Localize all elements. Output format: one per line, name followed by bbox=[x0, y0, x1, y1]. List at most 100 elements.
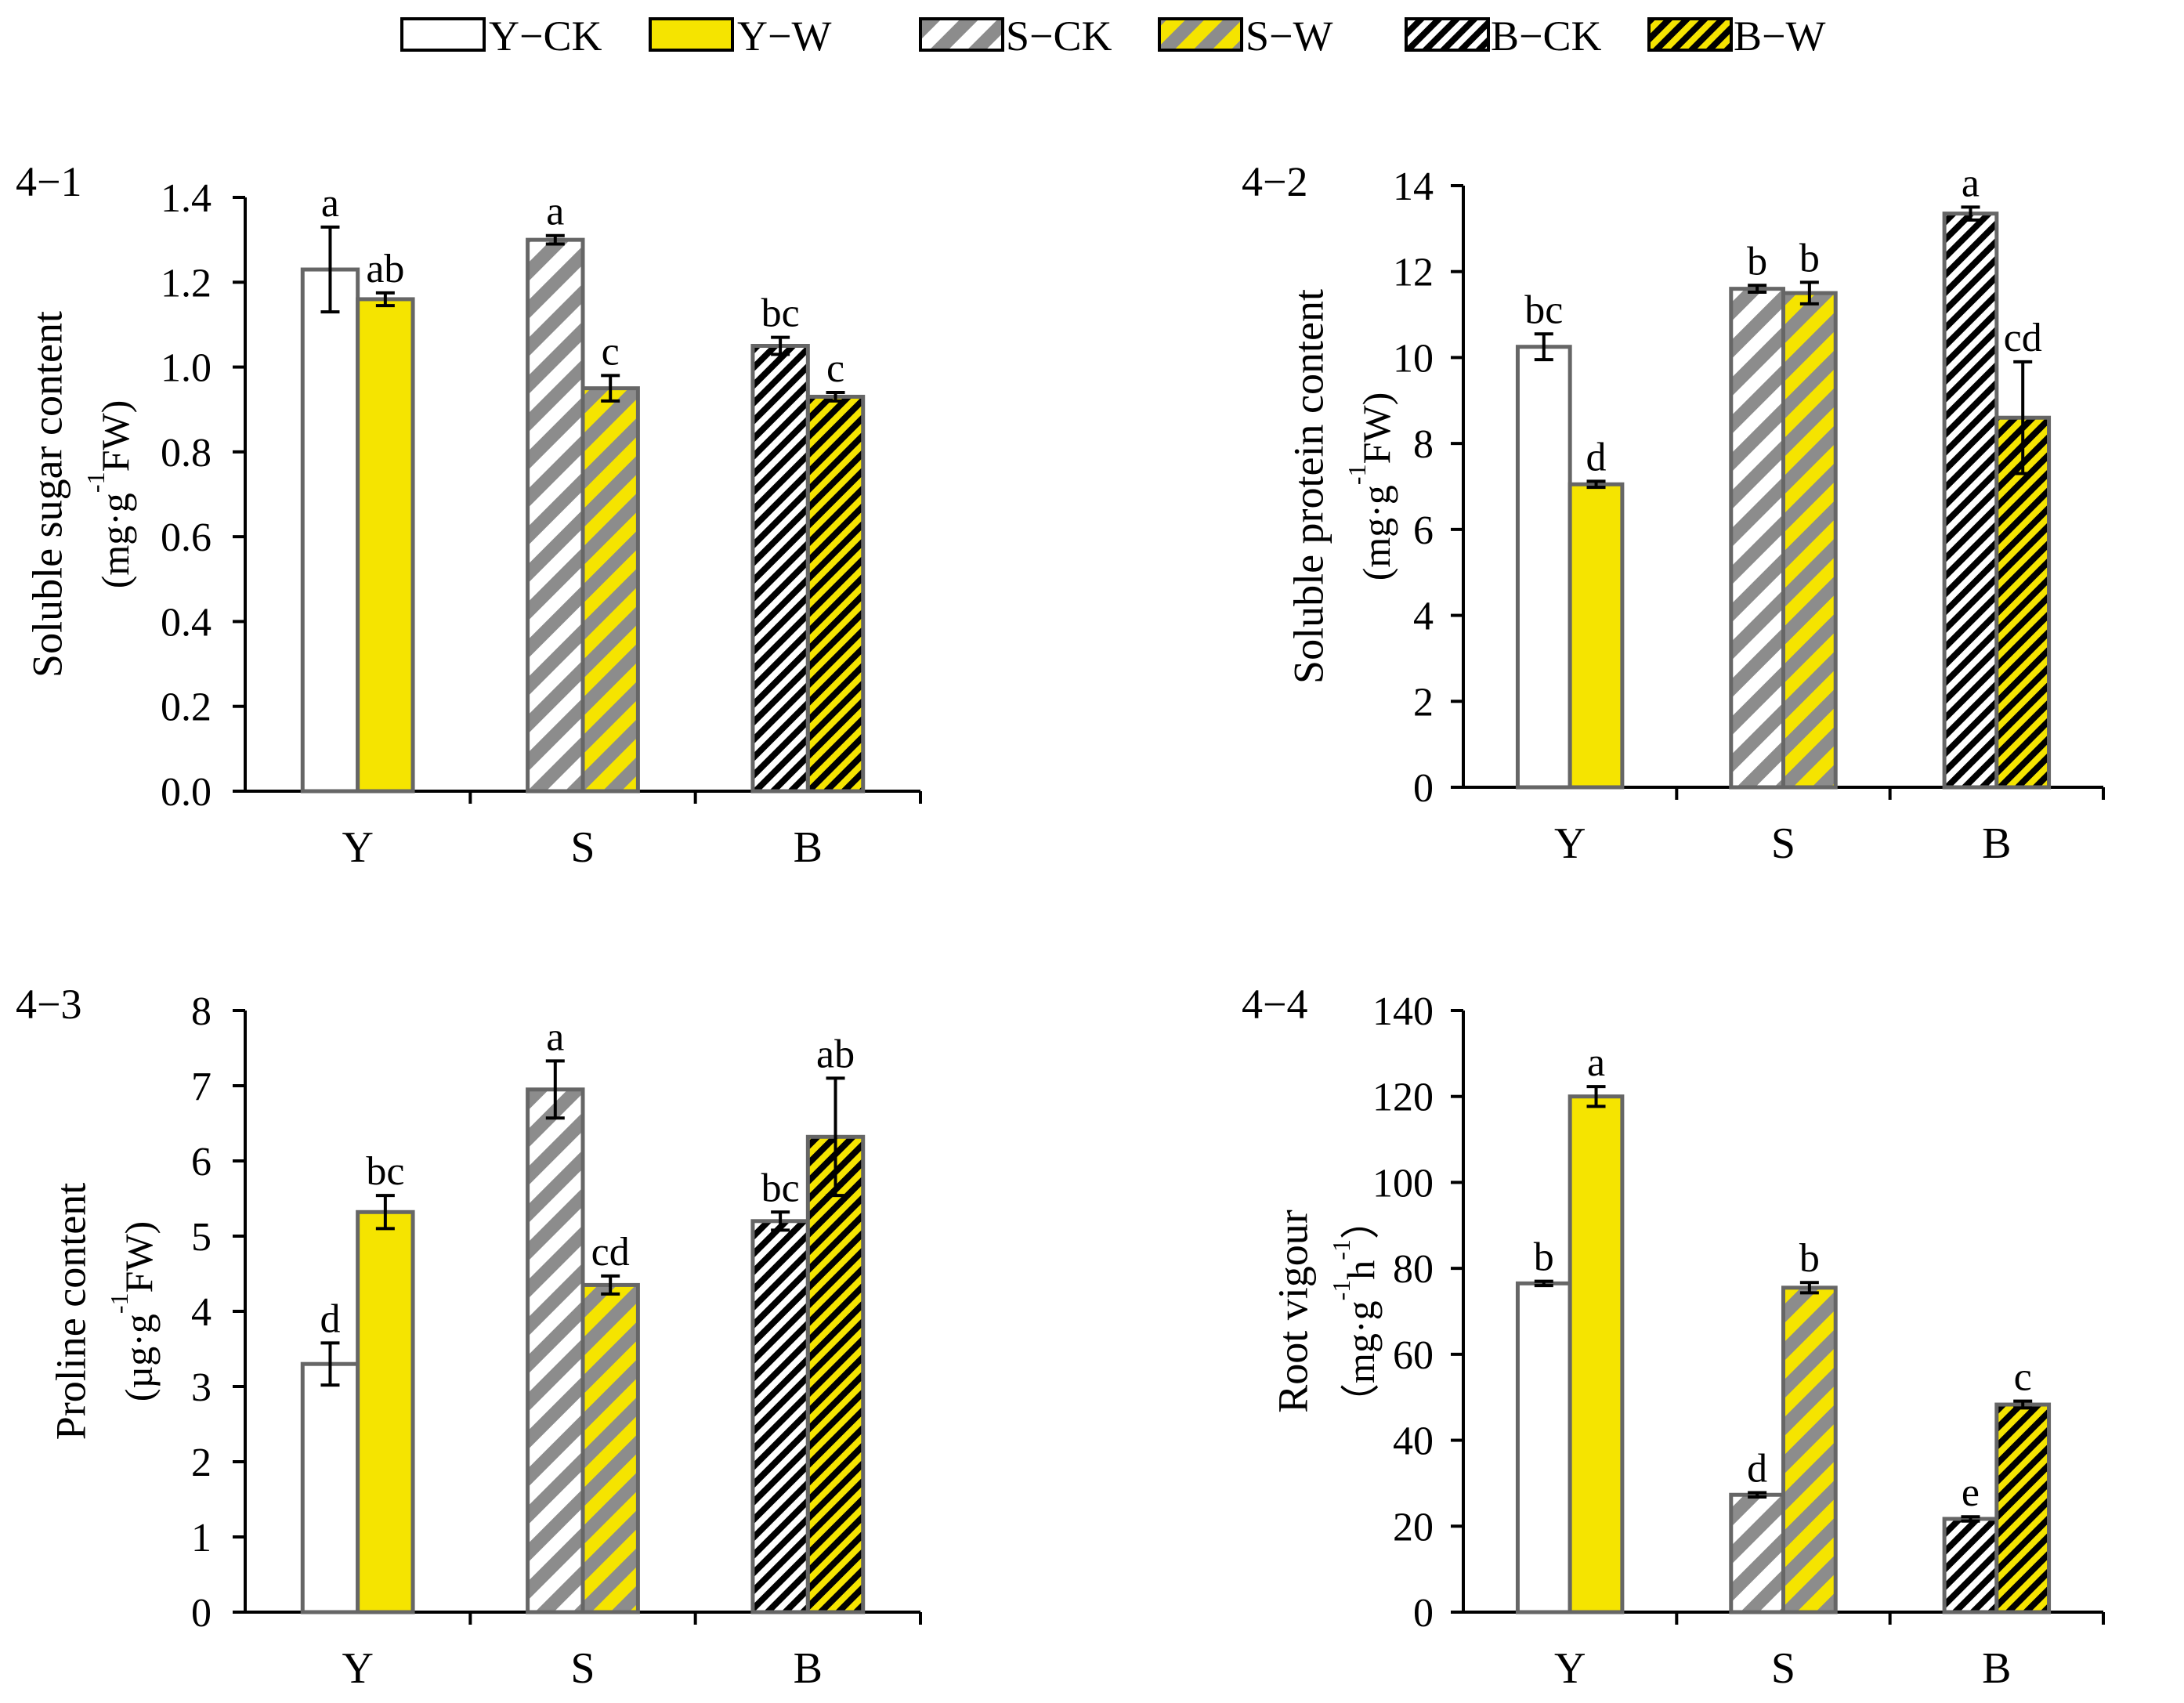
bar-b-w bbox=[1994, 415, 2052, 790]
y-tick-label: 14 bbox=[1393, 165, 1434, 209]
legend-entry-s-ck: S−CK bbox=[919, 13, 1112, 60]
y-tick-label: 60 bbox=[1393, 1333, 1434, 1378]
y-axis-unit: （mg·g-1h-1） bbox=[1327, 1200, 1383, 1423]
significance-letter: d bbox=[1586, 435, 1607, 479]
y-tick-label: 0.6 bbox=[161, 515, 212, 560]
panel-proline: 4−3 Proline content (µg·g-1FW) 0 1 2 3 4 5 6 7 8 Yd b… bbox=[16, 981, 922, 1693]
bar-y-ck bbox=[1515, 345, 1572, 790]
x-tick-label: S bbox=[1771, 819, 1795, 868]
y-tick-label: 140 bbox=[1372, 989, 1434, 1034]
y-tick-label: 0.4 bbox=[161, 600, 212, 645]
significance-letter: c bbox=[602, 329, 620, 374]
bar-b-ck bbox=[750, 1219, 810, 1614]
bar-s-w bbox=[580, 1282, 640, 1614]
x-tick-label: B bbox=[794, 823, 823, 872]
y-axis-title: Proline content bbox=[47, 1183, 94, 1440]
panel-label: 4−1 bbox=[16, 158, 81, 205]
bar-b-ck bbox=[750, 344, 810, 794]
panel-soluble-sugar: 4−1 Soluble sugar content (mg·g-1FW) 0.0 0.2… bbox=[16, 158, 922, 872]
legend-swatch-b-ck bbox=[1405, 17, 1490, 52]
y-tick-label: 2 bbox=[191, 1441, 212, 1485]
bar-b-w bbox=[805, 1134, 866, 1614]
bar-s-w bbox=[1781, 291, 1838, 790]
y-tick-label: 1.0 bbox=[161, 346, 212, 391]
y-tick-label: 120 bbox=[1372, 1076, 1434, 1120]
bar-y-ck bbox=[1515, 1281, 1572, 1614]
significance-letter: a bbox=[1962, 161, 1980, 205]
y-tick-label: 3 bbox=[191, 1365, 212, 1410]
bar-y-w bbox=[1567, 1094, 1625, 1614]
significance-letter: cd bbox=[2004, 316, 2042, 360]
significance-letter: bc bbox=[761, 291, 800, 336]
y-axis-title: Root vigour bbox=[1269, 1209, 1316, 1413]
y-tick-label: 8 bbox=[1413, 422, 1434, 467]
legend-entry-y-ck: Y−CK bbox=[400, 13, 602, 60]
y-tick-label: 8 bbox=[191, 989, 212, 1034]
y-tick-label: 1 bbox=[191, 1516, 212, 1560]
x-tick-label: S bbox=[570, 823, 595, 872]
significance-letter: e bbox=[1962, 1470, 1980, 1515]
legend-label-b-ck: B−CK bbox=[1491, 13, 1602, 60]
significance-letter: bc bbox=[366, 1149, 404, 1194]
y-axis-unit: (mg·g-1FW) bbox=[1343, 392, 1398, 581]
legend-entry-s-w: S−W bbox=[1158, 13, 1332, 60]
legend-swatch-s-w bbox=[1158, 17, 1243, 52]
bar-s-w bbox=[1781, 1285, 1838, 1614]
y-tick-label: 20 bbox=[1393, 1505, 1434, 1549]
x-tick-label: B bbox=[1982, 819, 2011, 868]
legend-label-b-w: B−W bbox=[1734, 13, 1825, 60]
panel-label: 4−2 bbox=[1242, 158, 1307, 205]
significance-letter: ab bbox=[366, 247, 404, 291]
y-tick-label: 7 bbox=[191, 1065, 212, 1109]
panel-root-vigour: 4−4 Root vigour （mg·g-1h-1） 0 20 40 60 80 100 120… bbox=[1242, 981, 2105, 1693]
legend-entry-b-w: B−W bbox=[1647, 13, 1825, 60]
y-tick-label: 2 bbox=[1413, 680, 1434, 725]
significance-letter: bc bbox=[1524, 287, 1563, 332]
legend-label-s-ck: S−CK bbox=[1006, 13, 1112, 60]
legend-swatch-y-w bbox=[649, 17, 734, 52]
panel-label: 4−3 bbox=[16, 981, 81, 1028]
bar-b-ck bbox=[1942, 1517, 1999, 1614]
y-axis-unit: (µg·g-1FW) bbox=[105, 1221, 161, 1401]
bar-y-ck bbox=[300, 1361, 360, 1614]
bar-s-w bbox=[580, 386, 640, 794]
y-tick-label: 10 bbox=[1393, 336, 1434, 381]
significance-letter: b bbox=[1747, 239, 1767, 284]
bar-y-w bbox=[356, 1209, 415, 1614]
bar-s-ck bbox=[1729, 1492, 1785, 1614]
bar-y-w bbox=[356, 297, 415, 794]
significance-letter: a bbox=[546, 1014, 564, 1059]
y-axis-title: Soluble sugar content bbox=[24, 311, 71, 678]
y-tick-label: 0 bbox=[191, 1591, 212, 1636]
y-tick-label: 0 bbox=[1413, 766, 1434, 811]
y-tick-label: 1.4 bbox=[161, 176, 212, 221]
significance-letter: ab bbox=[816, 1032, 855, 1076]
significance-letter: cd bbox=[591, 1230, 630, 1275]
panel-soluble-protein: 4−2 Soluble protein content (mg·g-1FW) 0 2 4 6… bbox=[1242, 158, 2105, 868]
bar-s-ck bbox=[526, 1087, 585, 1614]
significance-letter: c bbox=[826, 346, 844, 391]
significance-letter: a bbox=[321, 181, 339, 226]
significance-letter: bc bbox=[761, 1166, 800, 1210]
legend-label-s-w: S−W bbox=[1246, 13, 1332, 60]
y-axis-title: Soluble protein content bbox=[1285, 289, 1332, 684]
y-tick-label: 6 bbox=[1413, 508, 1434, 553]
x-tick-label: S bbox=[1771, 1644, 1795, 1693]
x-tick-label: Y bbox=[1554, 819, 1586, 868]
y-tick-label: 80 bbox=[1393, 1247, 1434, 1292]
x-tick-label: Y bbox=[342, 823, 373, 872]
y-tick-label: 6 bbox=[191, 1140, 212, 1184]
y-axis-unit: (mg·g-1FW) bbox=[81, 400, 137, 589]
x-tick-label: Y bbox=[1554, 1644, 1586, 1693]
bar-b-w bbox=[805, 394, 866, 794]
x-tick-label: B bbox=[1982, 1644, 2011, 1693]
bar-s-ck bbox=[526, 237, 585, 794]
bar-b-w bbox=[1994, 1402, 2052, 1614]
significance-letter: b bbox=[1534, 1235, 1554, 1280]
legend-swatch-b-w bbox=[1647, 17, 1733, 52]
legend-entry-b-ck: B−CK bbox=[1405, 13, 1602, 60]
bar-b-ck bbox=[1942, 212, 1999, 790]
y-tick-label: 4 bbox=[1413, 595, 1434, 639]
significance-letter: a bbox=[546, 190, 564, 234]
